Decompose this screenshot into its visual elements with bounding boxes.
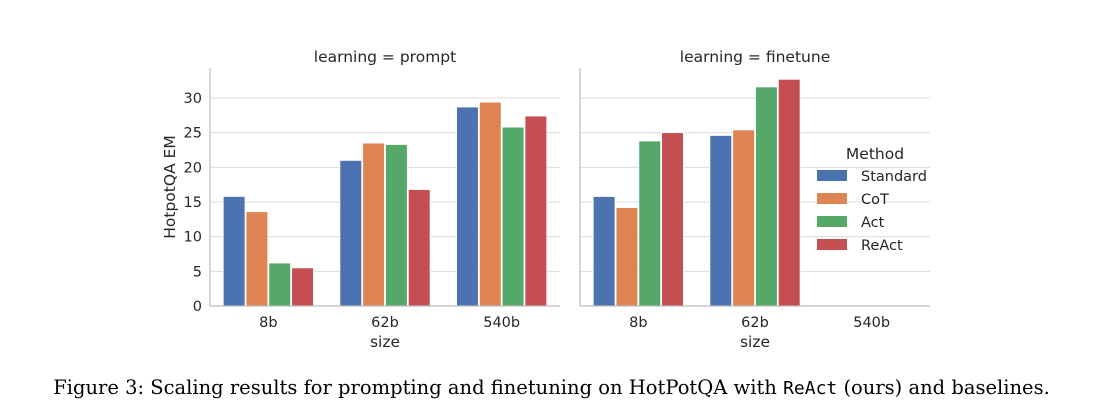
bar-standard-8b <box>592 196 616 307</box>
bar-standard-8b <box>222 196 246 307</box>
legend-title: Method <box>846 145 904 163</box>
bar-react-62b <box>777 78 801 307</box>
bar-react-62b <box>407 189 431 307</box>
bar-cot-540b <box>478 101 502 307</box>
legend-label-act: Act <box>861 215 885 231</box>
y-tick-label: 15 <box>184 195 202 211</box>
legend-swatch-act <box>817 216 847 227</box>
x-tick-label: 62b <box>371 315 399 331</box>
y-tick-label: 20 <box>184 160 202 176</box>
bar-act-8b <box>268 262 292 307</box>
bar-cot-62b <box>362 142 385 307</box>
bar-cot-62b <box>732 129 755 307</box>
legend-swatch-cot <box>817 193 847 204</box>
legend-label-react: ReAct <box>861 238 903 254</box>
caption-code: ReAct <box>783 378 838 399</box>
legend-label-cot: CoT <box>861 192 889 208</box>
bar-standard-62b <box>339 159 363 307</box>
bar-act-8b <box>638 140 662 307</box>
bar-act-540b <box>501 126 525 307</box>
x-tick-label: 8b <box>629 315 647 331</box>
caption-suffix: (ours) and baselines. <box>837 376 1050 399</box>
x-axis-label: size <box>740 333 770 351</box>
y-tick-label: 5 <box>193 264 202 280</box>
y-axis-label: HotpotQA EM <box>161 135 179 239</box>
y-tick-label: 25 <box>184 126 202 142</box>
x-tick-label: 8b <box>259 315 277 331</box>
panel-title: learning = prompt <box>314 48 456 66</box>
y-tick-label: 30 <box>184 91 202 107</box>
x-axis-label: size <box>370 333 400 351</box>
x-tick-label: 62b <box>741 315 769 331</box>
legend-swatch-standard <box>817 170 847 181</box>
y-tick-label: 0 <box>193 299 202 315</box>
x-tick-label: 540b <box>483 315 520 331</box>
bar-cot-8b <box>245 211 269 307</box>
bar-act-62b <box>385 144 408 307</box>
caption-prefix: Figure 3: Scaling results for prompting … <box>53 376 784 399</box>
y-tick-label: 10 <box>184 230 202 246</box>
bar-standard-540b <box>456 106 479 307</box>
bar-standard-62b <box>709 135 733 307</box>
legend-swatch-react <box>817 239 847 250</box>
bar-react-540b <box>524 115 548 307</box>
panel-title: learning = finetune <box>680 48 830 66</box>
bar-react-8b <box>661 132 684 307</box>
legend-label-standard: Standard <box>861 169 927 185</box>
figure-caption: Figure 3: Scaling results for prompting … <box>0 376 1103 399</box>
bar-react-8b <box>291 267 314 307</box>
bar-cot-8b <box>615 207 639 307</box>
bar-act-62b <box>755 86 778 307</box>
chart-figure: learning = prompt 8b 62b 540b size learning =… <box>161 48 930 351</box>
x-tick-label: 540b <box>853 315 890 331</box>
